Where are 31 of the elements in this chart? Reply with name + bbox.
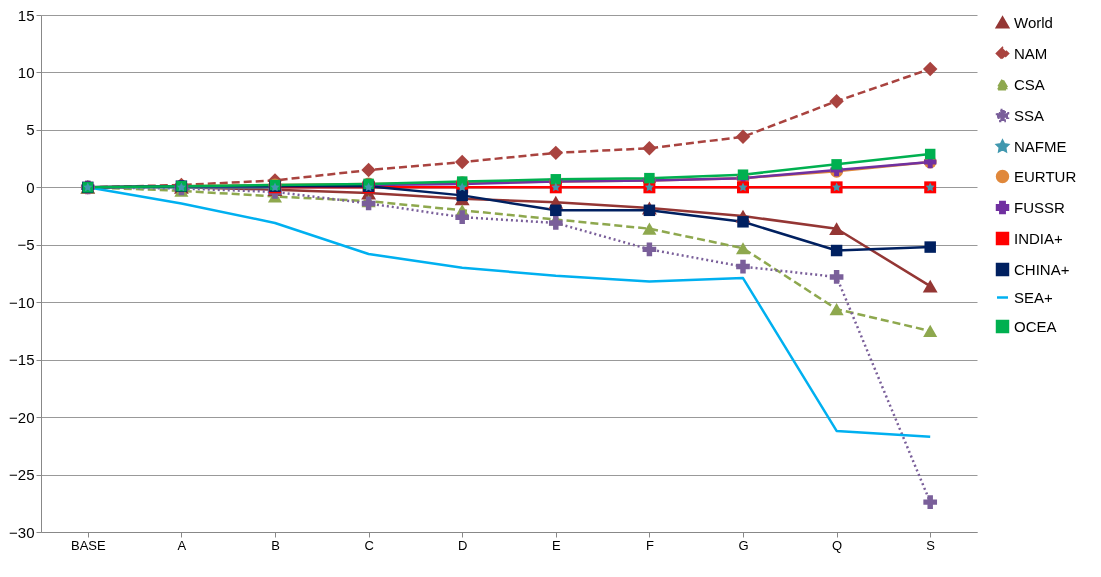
y-tick-label: 10	[17, 63, 35, 81]
legend-label: INDIA+	[1014, 229, 1063, 247]
y-tick-label: −10	[9, 293, 35, 311]
y-tick-label: 0	[26, 178, 35, 196]
y-tick-label: −25	[9, 466, 35, 484]
x-tick-label: F	[645, 537, 654, 553]
legend-label: OCEA	[1014, 317, 1057, 335]
x-tick-label: D	[458, 537, 468, 553]
x-tick-label: C	[364, 537, 374, 553]
legend-label: EURTUR	[1014, 167, 1077, 185]
y-tick-label: 5	[26, 121, 35, 139]
x-tick-label: B	[271, 537, 280, 553]
y-tick-label: −30	[9, 523, 35, 541]
legend-label: CSA	[1014, 75, 1045, 93]
x-tick-label: S	[926, 537, 936, 553]
y-tick-label: −15	[9, 351, 35, 369]
legend-label: FUSSR	[1014, 198, 1065, 216]
legend-label: NAFME	[1014, 137, 1067, 155]
x-tick-label: A	[177, 537, 187, 553]
y-tick-label: −5	[17, 236, 35, 254]
legend-label: World	[1014, 13, 1053, 31]
legend-label: SEA+	[1014, 288, 1054, 306]
y-tick-label: −20	[9, 408, 35, 426]
legend-label: NAM	[1014, 44, 1048, 62]
legend-label: SSA	[1014, 106, 1045, 124]
legend-label: CHINA+	[1014, 260, 1070, 278]
x-tick-label: Q	[832, 537, 843, 553]
x-tick-label: E	[551, 537, 561, 553]
x-tick-label: BASE	[70, 537, 106, 553]
y-tick-label: 15	[17, 6, 35, 24]
x-tick-label: G	[738, 537, 749, 553]
